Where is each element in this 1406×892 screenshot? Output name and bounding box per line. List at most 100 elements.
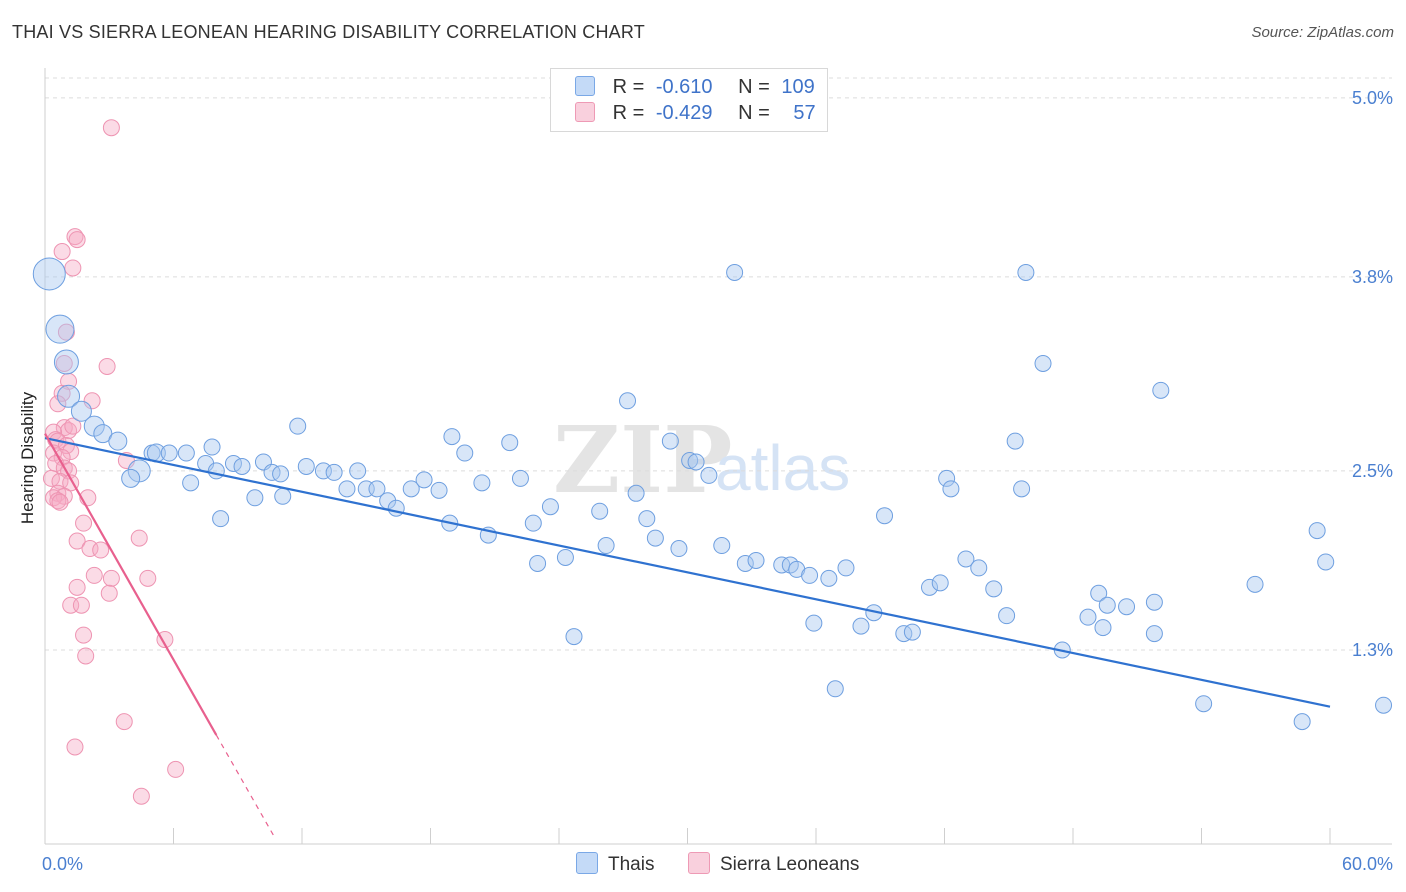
thai-point bbox=[1317, 553, 1335, 571]
thai-point bbox=[837, 559, 855, 577]
thai-point bbox=[207, 462, 225, 480]
thai-point bbox=[289, 417, 307, 435]
y-tick-label: 3.8% bbox=[1352, 267, 1393, 287]
thai-point bbox=[736, 554, 754, 572]
thai-point bbox=[921, 578, 939, 596]
sierra-leonean-point bbox=[64, 259, 82, 277]
sierra-leonean-point bbox=[102, 119, 120, 137]
sierra-leonean-point bbox=[139, 569, 157, 587]
thai-point bbox=[565, 628, 583, 646]
sierra-leonean-point bbox=[130, 529, 148, 547]
thai-point bbox=[529, 554, 547, 572]
thai-point bbox=[1375, 696, 1393, 714]
r-label: R = bbox=[612, 102, 645, 124]
x-tick-label: 60.0% bbox=[1342, 854, 1393, 874]
trend-lines bbox=[44, 433, 1331, 837]
thai-point bbox=[852, 617, 870, 635]
watermark-zip: ZIP bbox=[553, 406, 732, 514]
source-label: Source: ZipAtlas.com bbox=[1251, 24, 1394, 41]
r-label: R = bbox=[612, 76, 645, 98]
axes bbox=[44, 68, 1392, 845]
thai-point bbox=[661, 432, 679, 450]
thai-point bbox=[430, 481, 448, 499]
sierra-leonean-point bbox=[66, 738, 84, 756]
sierra-leonean-point bbox=[75, 514, 93, 532]
thai-point bbox=[931, 574, 949, 592]
thai-point bbox=[801, 566, 819, 584]
thai-point bbox=[591, 502, 609, 520]
n-value: 57 bbox=[793, 102, 816, 124]
sierra-leonean-point bbox=[51, 493, 69, 511]
thai-point bbox=[402, 480, 420, 498]
sierra-leonean-point bbox=[68, 532, 86, 550]
thai-point bbox=[826, 680, 844, 698]
thai-point bbox=[638, 510, 656, 528]
thais-points bbox=[32, 257, 1393, 731]
thai-point bbox=[456, 444, 474, 462]
thai-point bbox=[203, 438, 221, 456]
thai-point bbox=[713, 537, 731, 555]
thai-point bbox=[387, 499, 405, 517]
r-value: -0.610 bbox=[655, 76, 713, 98]
legend-item-thais: Thais bbox=[576, 852, 654, 876]
thai-point bbox=[1195, 695, 1213, 713]
sierra-leonean-point bbox=[66, 228, 84, 246]
thai-point bbox=[349, 462, 367, 480]
sierra-leonean-point bbox=[98, 357, 116, 375]
thai-point bbox=[646, 529, 664, 547]
thai-point bbox=[876, 507, 894, 525]
thai-point bbox=[1118, 598, 1136, 616]
thai-point bbox=[212, 510, 230, 528]
thai-point bbox=[263, 463, 281, 481]
legend-item-sierra: Sierra Leoneans bbox=[688, 852, 859, 876]
thais-swatch bbox=[575, 76, 595, 96]
legend-row-sierra: R = -0.429 N = 57 bbox=[575, 102, 816, 124]
sierra-leonean-point bbox=[167, 760, 185, 778]
y-tick-label: 2.5% bbox=[1352, 461, 1393, 481]
thai-point bbox=[1017, 263, 1035, 281]
sierra-leonean-point bbox=[53, 243, 71, 261]
thai-point bbox=[541, 498, 559, 516]
thai-point bbox=[998, 607, 1016, 625]
thai-point bbox=[314, 462, 332, 480]
grid-lines bbox=[45, 77, 1392, 651]
thais-trend-line bbox=[44, 437, 1331, 708]
thai-point bbox=[121, 468, 141, 488]
thai-point bbox=[182, 474, 200, 492]
thai-point bbox=[160, 444, 178, 462]
thais-legend-label: Thais bbox=[608, 854, 655, 875]
thai-point bbox=[820, 569, 838, 587]
sierra-legend-swatch bbox=[688, 852, 710, 874]
thai-point bbox=[687, 453, 705, 471]
thai-point bbox=[957, 550, 975, 568]
n-value: 109 bbox=[781, 76, 815, 98]
thai-point bbox=[297, 457, 315, 475]
thai-point bbox=[985, 580, 1003, 598]
thai-point bbox=[233, 457, 251, 475]
thai-point bbox=[501, 434, 519, 452]
thai-point bbox=[1079, 608, 1097, 626]
thai-point bbox=[903, 623, 921, 641]
sierra-leoneans-points bbox=[42, 119, 185, 805]
x-tick-label: 0.0% bbox=[42, 854, 83, 874]
thai-point bbox=[938, 469, 956, 487]
tick-labels: 1.3% 2.5% 3.8% 5.0% 0.0% 60.0% bbox=[42, 88, 1393, 874]
thai-point bbox=[619, 392, 637, 410]
sierra-leonean-point bbox=[81, 540, 99, 558]
sierra-leonean-point bbox=[72, 596, 90, 614]
sierra-leonean-point bbox=[53, 384, 71, 402]
sierra-leonean-point bbox=[68, 231, 86, 249]
thai-point bbox=[53, 349, 79, 375]
thai-point bbox=[670, 540, 688, 558]
chart-title: THAI VS SIERRA LEONEAN HEARING DISABILIT… bbox=[12, 22, 645, 42]
thai-point bbox=[443, 428, 461, 446]
sierra-leonean-point bbox=[68, 578, 86, 596]
thai-point bbox=[1145, 625, 1163, 643]
y-axis-title: Hearing Disability bbox=[18, 391, 37, 524]
thai-point bbox=[325, 463, 343, 481]
thai-point bbox=[45, 314, 75, 344]
legend-row-thais: R = -0.610 N = 109 bbox=[575, 76, 815, 98]
y-tick-label: 1.3% bbox=[1352, 640, 1393, 660]
thai-point bbox=[681, 451, 699, 469]
thai-point bbox=[32, 257, 66, 291]
